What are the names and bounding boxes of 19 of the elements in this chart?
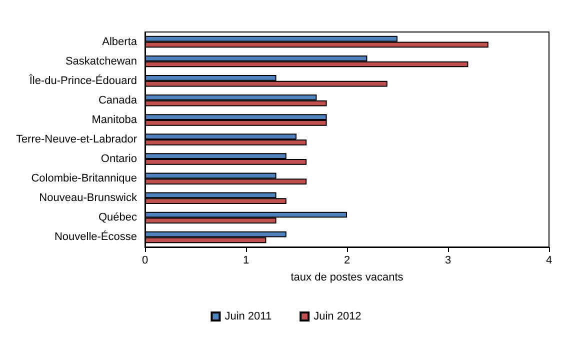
- y-tick-label: Ontario: [100, 153, 137, 166]
- y-tick-label: Terre-Neuve-et-Labrador: [16, 134, 138, 146]
- y-tick-label: Nouvelle-Écosse: [54, 230, 137, 244]
- y-tick-label: Saskatchewan: [65, 55, 137, 68]
- x-axis-title: taux de postes vacants: [290, 271, 404, 284]
- y-tick-label: Québec: [98, 212, 138, 224]
- x-tick-label: 1: [242, 254, 250, 266]
- x-tick-label: 3: [444, 254, 452, 266]
- x-tick-label: 4: [546, 254, 552, 266]
- x-tick-label: 2: [344, 254, 350, 266]
- y-tick-label: Alberta: [102, 36, 138, 48]
- legend-label: Juin 2012: [314, 310, 362, 322]
- y-tick-label: Manitoba: [92, 114, 138, 126]
- legend-label: Juin 2011: [224, 310, 272, 322]
- y-tick-label: Colombie-Britannique: [31, 172, 137, 185]
- y-tick-label: Île-du-Prince-Édouard: [28, 74, 137, 87]
- y-tick-label: Canada: [98, 94, 138, 106]
- y-tick-label: Nouveau-Brunswick: [39, 192, 138, 204]
- x-tick-label: 0: [142, 254, 148, 266]
